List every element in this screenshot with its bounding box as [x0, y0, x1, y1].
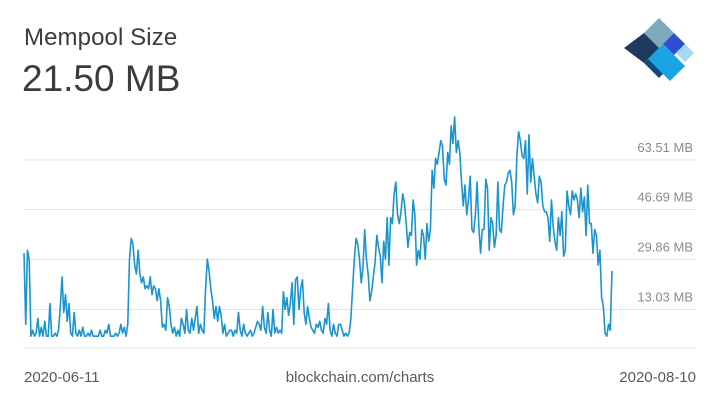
x-axis-end-date: 2020-08-10	[619, 368, 696, 388]
series-line	[24, 117, 612, 336]
source-label: blockchain.com/charts	[0, 368, 720, 388]
y-tick-label: 63.51 MB	[637, 140, 693, 155]
y-tick-label: 29.86 MB	[637, 240, 693, 255]
y-tick-label: 13.03 MB	[637, 289, 693, 304]
grid-lines	[24, 160, 696, 348]
y-tick-labels: 13.03 MB 29.86 MB 46.69 MB 63.51 MB	[637, 140, 693, 305]
y-tick-label: 46.69 MB	[637, 190, 693, 205]
